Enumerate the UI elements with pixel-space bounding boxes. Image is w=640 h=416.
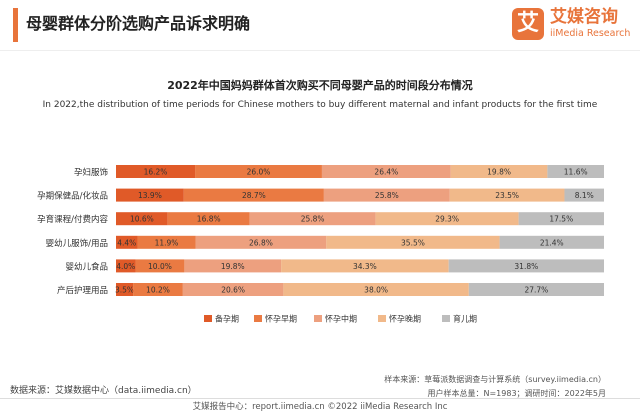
data-label: 25.8% (375, 191, 399, 200)
data-label: 20.6% (221, 286, 245, 295)
legend-swatch (378, 315, 386, 322)
bar-segment (135, 259, 185, 273)
legend-label: 备孕期 (215, 314, 239, 324)
copyright-note: 艾媒报告中心：report.iimedia.cn ©2022 iiMedia R… (192, 402, 448, 412)
bar-segment (323, 188, 450, 202)
brand-name: 艾媒咨询 (550, 7, 618, 27)
data-label: 28.7% (242, 191, 266, 200)
bar-segment (116, 212, 168, 226)
chart-subtitle: In 2022,the distribution of time periods… (42, 100, 598, 110)
bar-segment (499, 235, 604, 249)
data-label: 26.0% (247, 168, 271, 177)
data-label: 23.5% (495, 191, 519, 200)
brand-name-en: iiMedia Research (550, 28, 631, 39)
legend-label: 怀孕晚期 (389, 314, 421, 324)
bar-segment (450, 165, 548, 178)
sample-info-note: 用户样本总量：N=1983；调研时间：2022年5月 (427, 389, 607, 398)
data-label: 38.0% (364, 286, 388, 295)
bar-segment (137, 235, 196, 249)
data-label: 8.1% (575, 191, 594, 200)
data-label: 26.8% (249, 238, 273, 247)
data-label: 21.4% (540, 238, 564, 247)
data-label: 27.7% (524, 286, 548, 295)
data-label: 4.0% (116, 262, 135, 271)
bar-segment (184, 259, 282, 273)
legend-label: 怀孕早期 (265, 314, 297, 324)
footer-divider (0, 398, 640, 399)
legend-swatch (204, 315, 212, 322)
bar-segment (183, 188, 324, 202)
brand-mark-icon: 艾 (512, 8, 544, 40)
data-label: 16.2% (144, 168, 168, 177)
data-label: 29.3% (435, 215, 459, 224)
data-label: 19.8% (487, 168, 511, 177)
category-label: 婴幼儿食品 (65, 261, 108, 272)
data-label: 16.8% (197, 215, 221, 224)
bar-segment (518, 212, 604, 226)
legend-swatch (254, 315, 262, 322)
bar-segment (448, 259, 604, 273)
brand-logo: 艾 艾媒咨询 iiMedia Research (512, 6, 632, 44)
bar-segment (116, 188, 184, 202)
stacked-bar-chart: 孕妇服饰 16.2% 26.0% 26.4% 19.8% 11.6% 孕期保健品/化妆品 13… (37, 165, 604, 324)
data-label: 26.4% (374, 168, 398, 177)
bar-segment (321, 165, 451, 178)
legend-label: 育儿期 (453, 314, 477, 324)
data-label: 11.6% (564, 168, 588, 177)
category-label: 孕育课程/付费内容 (37, 214, 108, 225)
data-label: 10.6% (130, 215, 154, 224)
data-label: 10.2% (146, 286, 170, 295)
bar-segment (547, 165, 604, 178)
data-label: 25.8% (301, 215, 325, 224)
bar-segment (326, 235, 500, 249)
bar-segment (375, 212, 519, 226)
data-label: 10.0% (148, 262, 172, 271)
legend-swatch (442, 315, 450, 322)
bar-segment (116, 165, 196, 178)
data-label: 3.5% (115, 286, 134, 295)
data-label: 4.4% (117, 238, 136, 247)
category-label: 孕妇服饰 (74, 167, 109, 178)
data-label: 31.8% (514, 262, 538, 271)
data-label: 19.8% (221, 262, 245, 271)
bar-segment (195, 165, 322, 178)
sample-source-note: 样本来源：草莓派数据调查与计算系统（survey.iimedia.cn） (384, 375, 606, 384)
bar-segment (116, 235, 138, 249)
category-label: 产后护理用品 (57, 285, 108, 296)
bar-segment (133, 283, 183, 296)
legend-swatch (314, 315, 322, 322)
data-label: 35.5% (401, 238, 425, 247)
legend-label: 怀孕中期 (325, 314, 357, 324)
bar-segment (167, 212, 250, 226)
data-label: 17.5% (549, 215, 573, 224)
header-divider (0, 50, 640, 51)
bar-segment (564, 188, 604, 202)
data-label: 13.9% (138, 191, 162, 200)
bar-segment (116, 259, 136, 273)
chart-title: 2022年中国妈妈群体首次购买不同母婴产品的时间段分布情况 (167, 79, 473, 92)
bar-segment (468, 283, 604, 296)
bar-segment (449, 188, 565, 202)
bar-segment (283, 283, 469, 296)
bar-segment (281, 259, 449, 273)
category-label: 孕期保健品/化妆品 (37, 191, 108, 202)
title-accent-bar (13, 8, 18, 42)
bar-segment (116, 283, 134, 296)
bar-segment (249, 212, 376, 226)
category-label: 婴幼儿服饰/用品 (46, 238, 108, 249)
data-label: 34.3% (353, 262, 377, 271)
page-title: 母婴群体分阶选购产品诉求明确 (26, 14, 251, 33)
bar-segment (195, 235, 327, 249)
data-label: 11.9% (155, 238, 179, 247)
bar-segment (182, 283, 284, 296)
data-source-note: 数据来源：艾媒数据中心（data.iimedia.cn） (10, 386, 197, 396)
